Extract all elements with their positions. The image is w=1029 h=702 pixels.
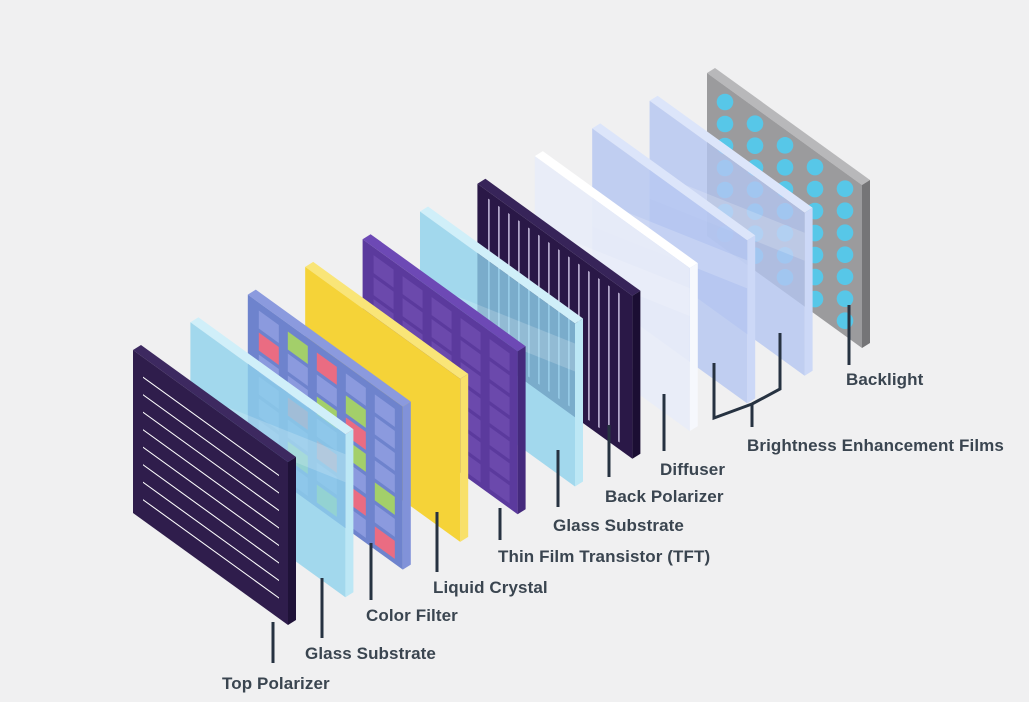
label-top-polarizer: Top Polarizer xyxy=(222,674,330,693)
label-liquid-crystal: Liquid Crystal xyxy=(433,578,548,597)
label-glass-substrate-back: Glass Substrate xyxy=(553,516,684,535)
label-tft: Thin Film Transistor (TFT) xyxy=(498,547,711,566)
label-glass-substrate-front: Glass Substrate xyxy=(305,644,436,663)
label-diffuser: Diffuser xyxy=(660,460,726,479)
label-backlight: Backlight xyxy=(846,370,924,389)
leader-lines xyxy=(271,305,851,663)
layer-top-polarizer xyxy=(133,345,296,625)
label-back-polarizer: Back Polarizer xyxy=(605,487,724,506)
label-brightness-enhancement-films: Brightness Enhancement Films xyxy=(747,436,1004,455)
bef-bracket xyxy=(712,333,782,427)
label-color-filter: Color Filter xyxy=(366,606,458,625)
